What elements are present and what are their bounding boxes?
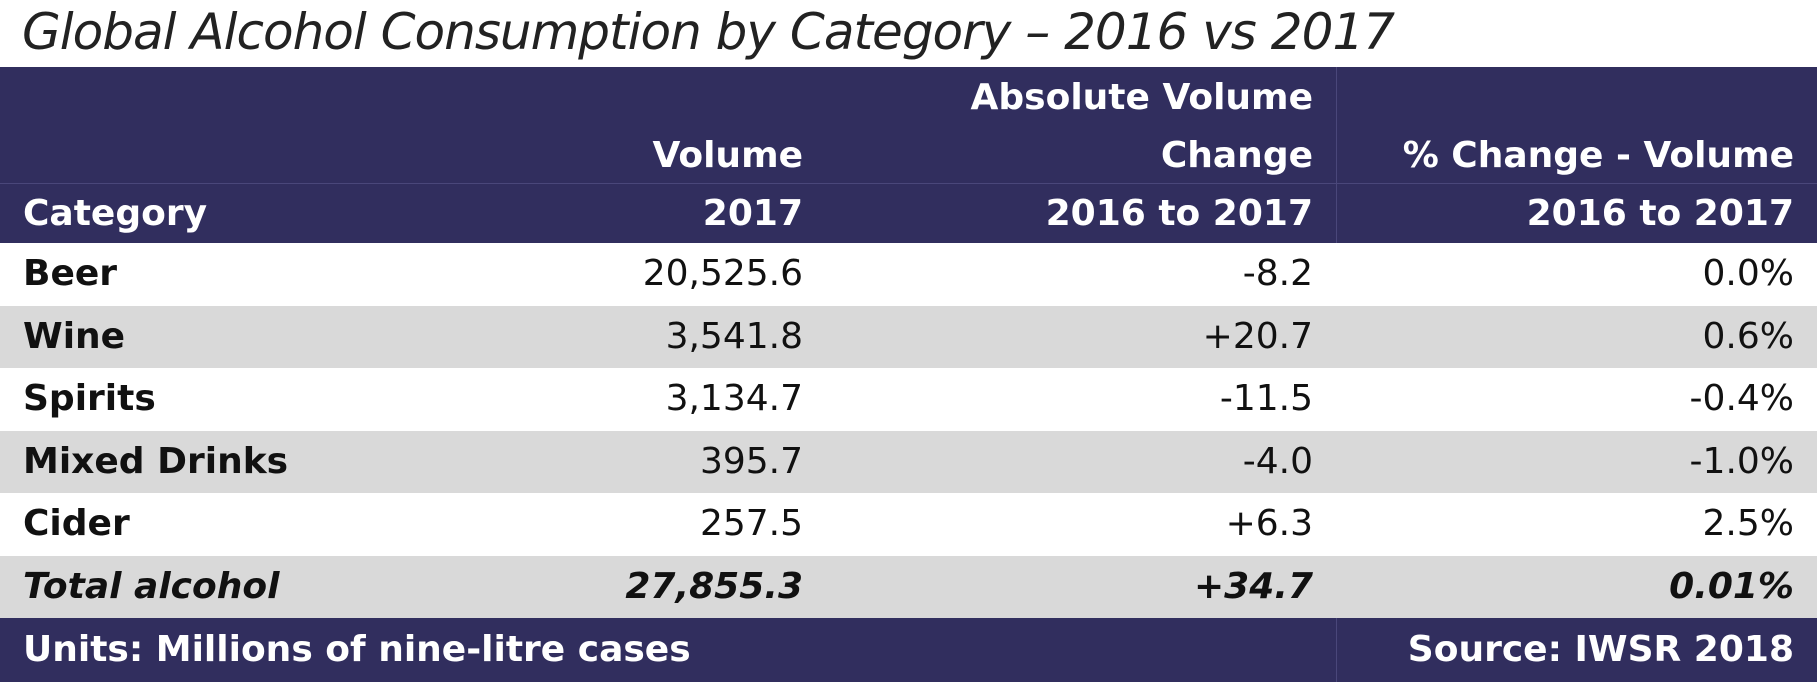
table-row: Spirits 3,134.7 -11.5 -0.4% (0, 368, 1817, 431)
title: Global Alcohol Consumption by Category –… (22, 3, 1395, 61)
header-divider (0, 183, 1817, 184)
cell: 395.7 (699, 440, 803, 482)
cell: -11.5 (1219, 378, 1313, 419)
units-note: Units: Millions of nine-litre cases (23, 629, 691, 670)
cell: -0.4% (1689, 378, 1794, 419)
cell: Cider (23, 503, 130, 544)
table-row: Cider 257.5 +6.3 2.5% (0, 493, 1817, 556)
header-line: Change (1160, 135, 1313, 176)
cell: -8.2 (1242, 253, 1313, 294)
cell: 257.5 (699, 503, 803, 544)
cell: -4.0 (1242, 440, 1313, 482)
cell: 0.0% (1702, 253, 1794, 294)
total-row: Total alcohol 27,855.3 +34.7 0.01% (0, 555, 1817, 618)
header-line: % Change - Volume (1402, 135, 1794, 176)
column-divider (1336, 67, 1337, 243)
cell: -1.0% (1689, 440, 1794, 482)
cell: 2.5% (1702, 503, 1794, 544)
header-line: 2016 to 2017 (1045, 193, 1313, 234)
cell: 3,541.8 (665, 315, 803, 357)
table-row: Wine 3,541.8 +20.7 0.6% (0, 305, 1817, 368)
cell: 3,134.7 (665, 378, 803, 419)
cell: +20.7 (1202, 315, 1313, 357)
cell: Spirits (23, 378, 156, 419)
column-divider (1336, 618, 1337, 682)
cell: +34.7 (1194, 565, 1313, 607)
cell: Total alcohol (23, 565, 280, 607)
table-footer: Units: Millions of nine-litre cases Sour… (0, 618, 1817, 682)
column-header: % Change - Volume 2016 to 2017 (1403, 67, 1794, 243)
column-header: Absolute Volume Change 2016 to 2017 (971, 67, 1313, 243)
column-header: Volume 2017 (652, 67, 803, 243)
table-row: Mixed Drinks 395.7 -4.0 -1.0% (0, 430, 1817, 493)
cell: Wine (23, 315, 126, 357)
header-line: Absolute Volume (970, 77, 1313, 118)
table-header: Category Volume 2017 Absolute Volume Change 2… (0, 67, 1817, 243)
cell: Beer (23, 253, 118, 294)
table-row: Beer 20,525.6 -8.2 0.0% (0, 243, 1817, 306)
cell: 0.01% (1669, 565, 1794, 607)
header-line: Category (23, 193, 208, 234)
source-note: Source: IWSR 2018 (1407, 629, 1794, 670)
header-line: Volume (652, 135, 803, 176)
cell: 0.6% (1702, 315, 1794, 357)
header-line: 2016 to 2017 (1526, 193, 1794, 234)
cell: Mixed Drinks (23, 440, 289, 482)
column-header: Category (23, 67, 207, 243)
cell: +6.3 (1225, 503, 1313, 544)
cell: 27,855.3 (625, 565, 803, 607)
header-line: 2017 (702, 193, 803, 234)
cell: 20,525.6 (642, 253, 803, 294)
